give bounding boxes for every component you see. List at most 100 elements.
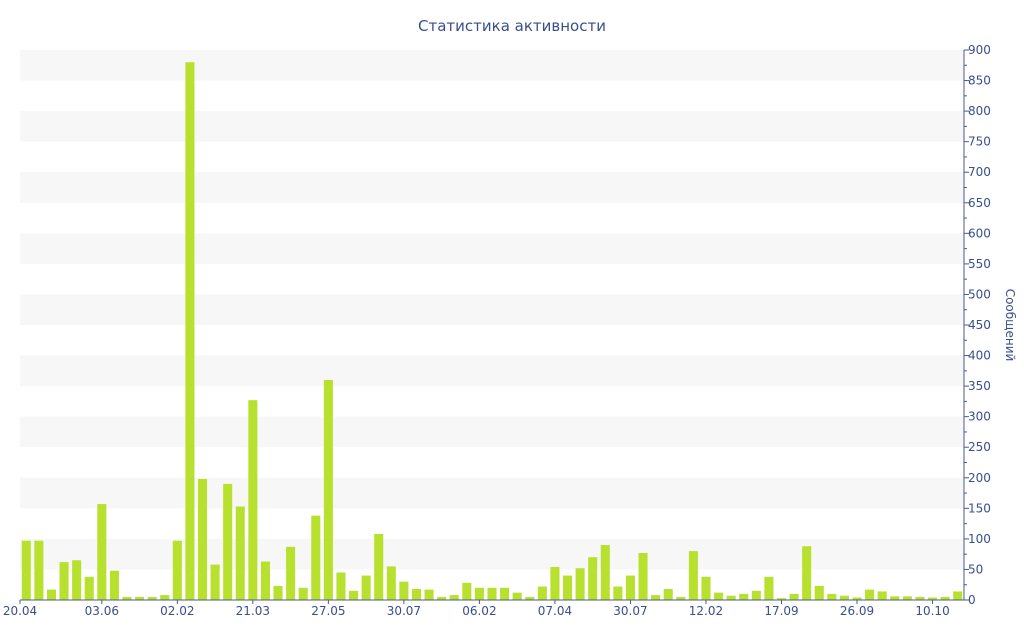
grid-band: [20, 111, 964, 142]
x-tick-label: 03.06: [85, 604, 119, 618]
bar: [550, 567, 560, 600]
x-tick-label: 02.02: [160, 604, 194, 618]
bar: [122, 596, 132, 600]
bar: [311, 515, 321, 600]
y-tick-label: 0: [968, 593, 976, 607]
bar: [34, 540, 44, 600]
bar: [902, 596, 912, 600]
bar: [223, 483, 233, 600]
bar: [865, 589, 875, 600]
y-tick-label: 400: [968, 349, 991, 363]
grid-band: [20, 233, 964, 264]
bar: [84, 576, 94, 600]
bar: [109, 570, 119, 600]
y-tick-label: 200: [968, 471, 991, 485]
bar: [210, 564, 220, 600]
chart-title: Статистика активности: [418, 17, 606, 35]
bar: [751, 590, 761, 600]
bar: [714, 592, 724, 600]
bar: [411, 589, 422, 600]
bar: [512, 592, 522, 600]
y-tick-label: 650: [968, 196, 991, 210]
bar: [525, 596, 535, 600]
bar: [852, 597, 862, 600]
y-tick-label: 100: [968, 532, 991, 546]
bar: [701, 576, 711, 600]
bar: [386, 566, 396, 600]
bar: [688, 551, 698, 600]
grid-band: [20, 477, 964, 509]
y-tick-label: 250: [968, 440, 991, 454]
bar: [940, 596, 950, 600]
bar: [135, 596, 145, 600]
bar: [588, 557, 598, 600]
bar: [789, 593, 799, 600]
y-tick-label: 450: [968, 318, 991, 332]
bar: [953, 591, 963, 600]
bar: [638, 552, 648, 600]
x-tick-label: 30.07: [387, 604, 421, 618]
bar: [147, 596, 157, 600]
x-tick-label: 27.05: [311, 604, 345, 618]
y-axis-ticks: 0 50 100 150 200 250 300 350 400 450 500 550 600 650 7…: [964, 43, 991, 607]
bar: [374, 534, 384, 600]
bar: [890, 596, 900, 600]
bar: [21, 540, 31, 600]
x-axis-ticks: 20.04 03.06 02.02 21.03 27.05 30.07 06.02 07.04…: [3, 600, 950, 618]
bar: [273, 585, 283, 600]
bar: [928, 597, 938, 600]
bar: [877, 591, 887, 600]
x-tick-label: 12.02: [689, 604, 723, 618]
bar: [298, 587, 308, 600]
grid-bands: [20, 50, 964, 570]
bar: [462, 582, 472, 600]
bar: [248, 400, 258, 600]
bar: [625, 575, 635, 600]
bar: [361, 575, 371, 600]
grid-band: [20, 538, 964, 570]
y-tick-label: 850: [968, 74, 991, 88]
y-tick-label: 800: [968, 104, 991, 118]
bar: [613, 586, 623, 600]
bar: [286, 546, 296, 600]
x-tick-label: 17.09: [764, 604, 798, 618]
bar: [915, 596, 925, 600]
bar: [739, 593, 749, 600]
bar: [399, 581, 409, 600]
y-tick-label: 150: [968, 501, 991, 515]
y-tick-label: 300: [968, 410, 991, 424]
bar: [336, 572, 346, 600]
bar: [663, 589, 673, 600]
bar: [449, 595, 459, 600]
bar: [764, 576, 774, 600]
bar: [349, 590, 359, 600]
bar: [575, 568, 585, 600]
bar-series: [21, 62, 963, 600]
bar: [46, 589, 56, 600]
y-tick-label: 700: [968, 165, 991, 179]
bar: [676, 596, 686, 600]
bar: [814, 585, 824, 600]
y-tick-label: 750: [968, 135, 991, 149]
bar: [827, 593, 837, 600]
bar: [235, 506, 245, 600]
bar: [474, 587, 484, 600]
bar: [59, 562, 69, 600]
x-tick-label: 06.02: [462, 604, 496, 618]
y-tick-label: 550: [968, 257, 991, 271]
bar: [185, 62, 195, 600]
y-tick-label: 350: [968, 379, 991, 393]
y-axis-label: Сообщений: [1003, 289, 1017, 362]
y-tick-label: 600: [968, 226, 991, 240]
grid-band: [20, 50, 964, 81]
y-tick-label: 900: [968, 43, 991, 57]
bar: [600, 545, 610, 600]
bar: [160, 595, 170, 600]
x-tick-label: 07.04: [538, 604, 572, 618]
bar: [197, 479, 208, 600]
bar: [72, 560, 82, 600]
bar: [651, 595, 661, 600]
bar: [260, 561, 270, 600]
